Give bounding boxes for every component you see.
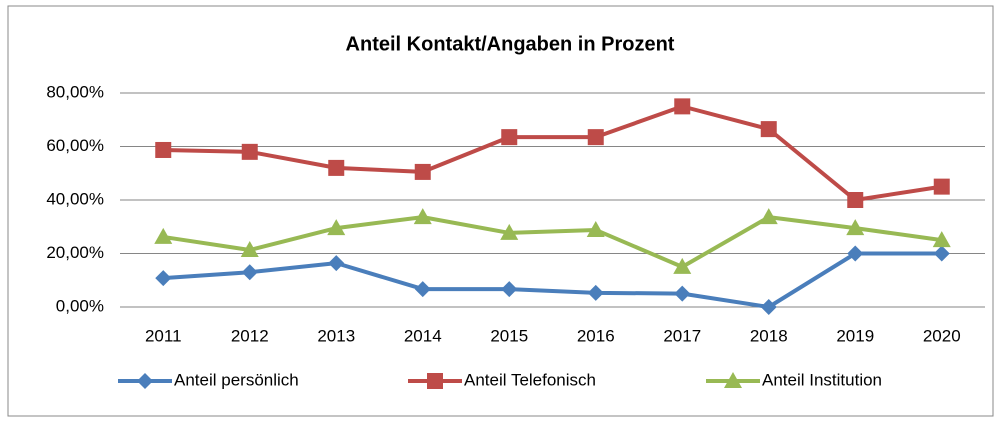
series-line [163,104,943,202]
data-point [933,178,950,195]
x-tick-label: 2015 [490,326,528,345]
data-point [501,281,518,298]
data-point [587,129,604,146]
x-tick-label: 2014 [404,326,442,345]
legend-label: Anteil Telefonisch [464,370,596,389]
data-point [413,208,432,225]
y-tick-label: 0,00% [56,296,104,315]
data-point [241,264,258,281]
data-point [674,285,691,302]
data-point [328,255,345,272]
y-tick-label: 80,00% [46,82,104,101]
x-tick-label: 2011 [145,326,182,345]
data-point [500,223,519,240]
y-tick-label: 20,00% [46,243,104,262]
data-point [846,219,865,236]
x-tick-label: 2016 [577,326,615,345]
series-line [162,215,943,269]
legend-label: Anteil persönlich [174,370,299,389]
y-tick-label: 60,00% [46,136,104,155]
data-point [501,129,518,146]
legend-marker [724,372,742,388]
x-tick-label: 2019 [836,326,874,345]
data-point [328,159,345,176]
y-tick-label: 40,00% [46,189,104,208]
data-point [241,143,258,160]
data-point [933,245,950,262]
data-point [155,141,172,158]
series-line [163,251,942,309]
legend-marker [427,373,443,389]
data-point [587,284,604,301]
data-point [240,241,259,258]
data-point [327,219,346,236]
data-point [155,270,172,287]
data-point [414,281,431,298]
x-tick-label: 2020 [923,326,961,345]
legend-marker [137,373,153,389]
chart-border [7,5,994,417]
x-tick-label: 2017 [663,326,701,345]
chart-title: Anteil Kontakt/Angaben in Prozent [346,33,675,55]
data-point [586,220,605,237]
data-point [674,98,691,115]
legend-label: Anteil Institution [762,370,882,389]
data-point [932,231,951,248]
data-point [673,257,692,274]
x-tick-label: 2013 [317,326,355,345]
data-point [759,208,778,225]
data-point [847,192,864,208]
data-point [760,299,777,315]
data-point [847,245,864,262]
x-tick-label: 2012 [231,326,269,345]
data-point [154,227,173,244]
x-tick-label: 2018 [750,326,788,345]
data-point [760,121,777,138]
data-point [414,163,431,180]
